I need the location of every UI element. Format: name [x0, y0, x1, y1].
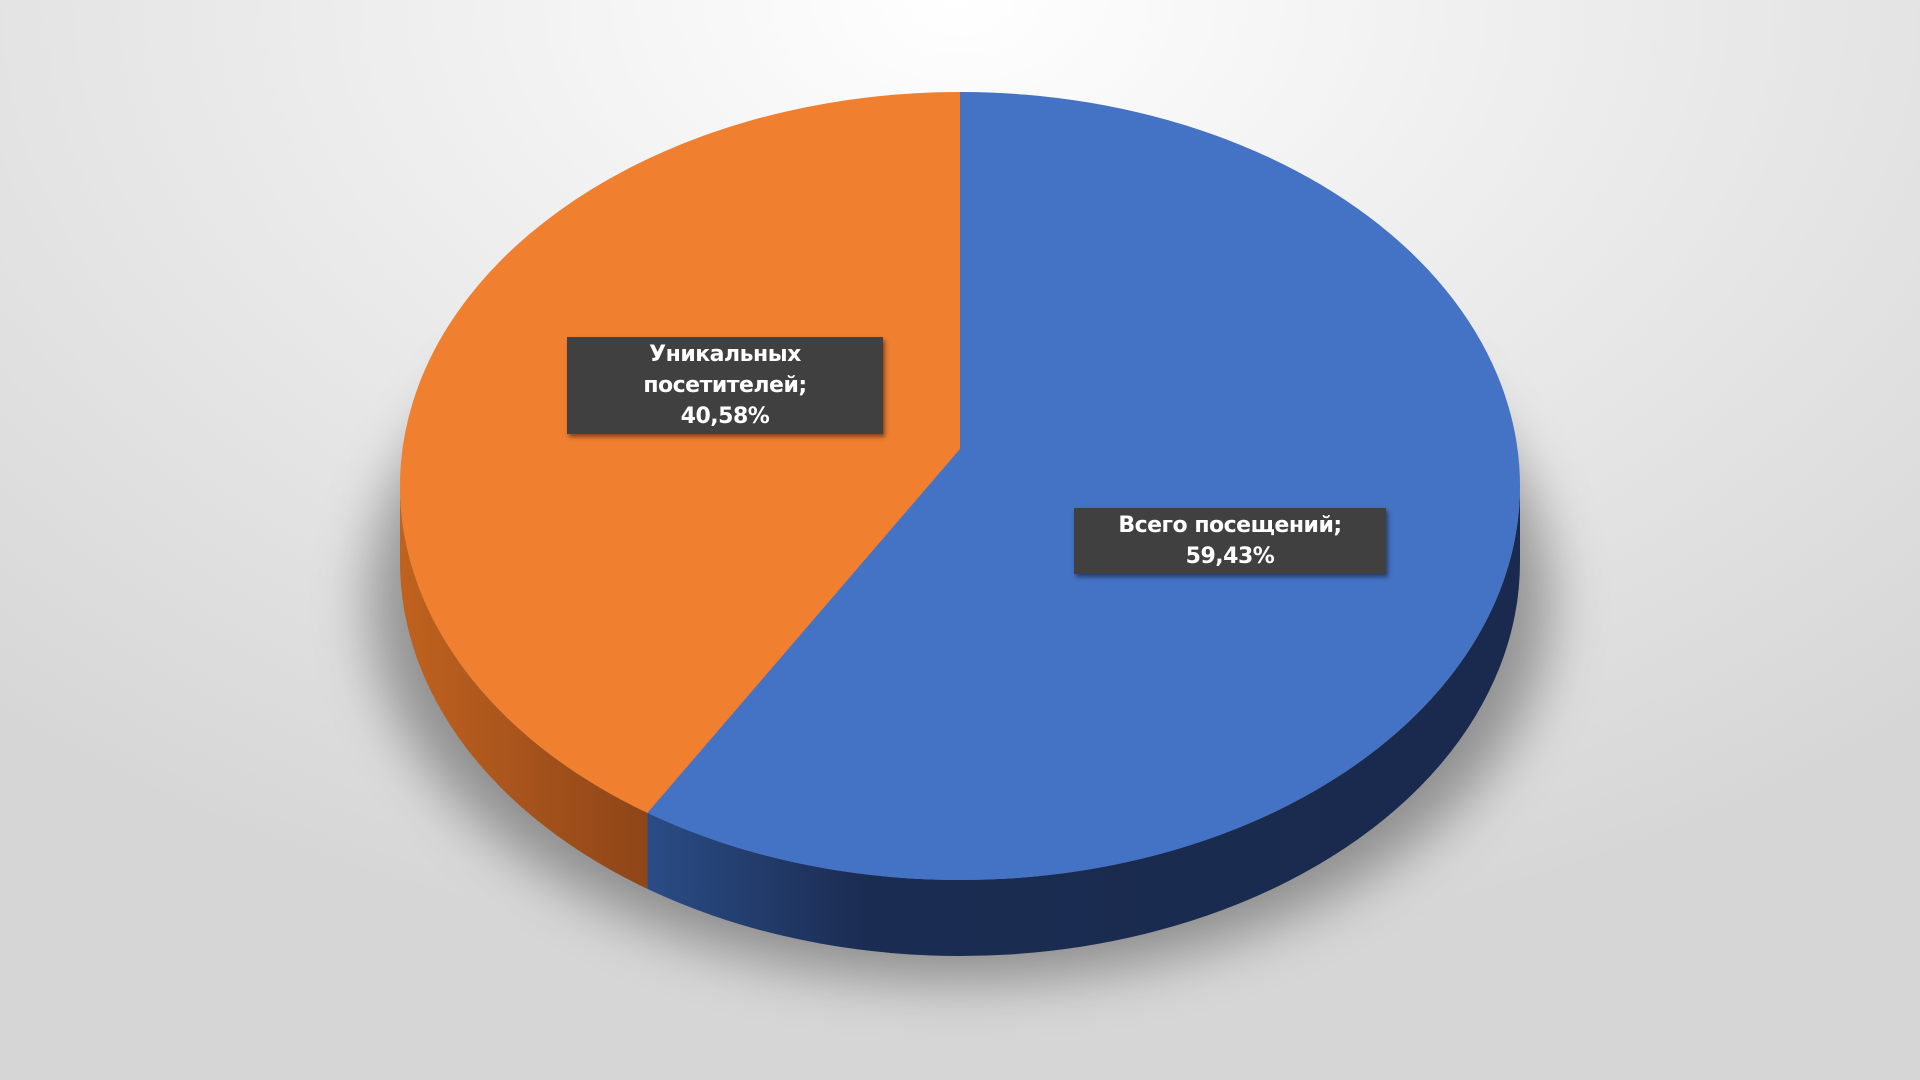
- data-label-total-visits-text: Всего посещений; 59,43%: [1118, 513, 1342, 569]
- data-label-unique-visitors: Уникальных посетителей; 40,58%: [567, 337, 883, 434]
- data-label-total-visits: Всего посещений; 59,43%: [1074, 508, 1386, 574]
- pie-side-total-visits: [647, 486, 1520, 956]
- pie-slice-total-visits: [647, 92, 1521, 881]
- data-label-unique-visitors-value: 40,58%: [680, 404, 770, 429]
- pie-side-unique-visitors: [400, 486, 648, 889]
- pie-slice-unique-visitors: [400, 92, 960, 813]
- data-label-unique-visitors-name: Уникальных посетителей;: [643, 342, 807, 398]
